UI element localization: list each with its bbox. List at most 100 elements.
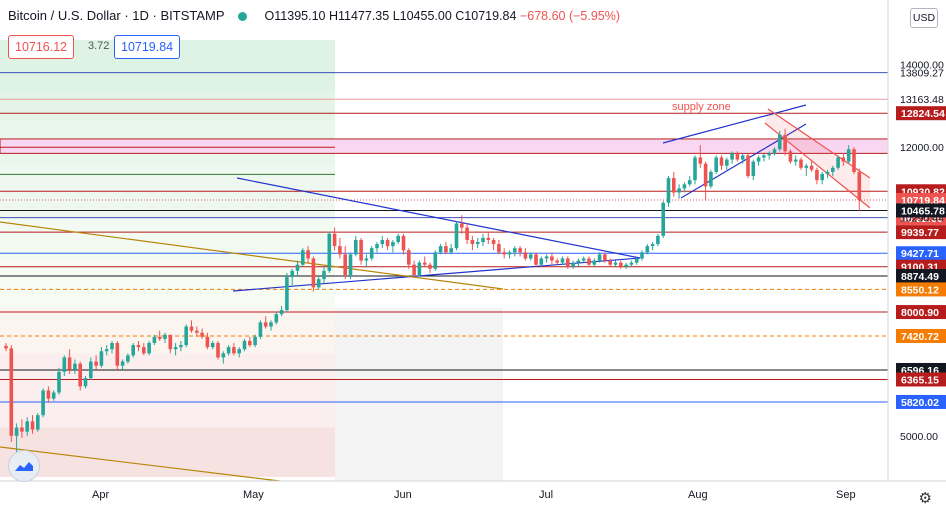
candle-body: [369, 248, 374, 259]
level-tag-label: 8874.49: [901, 271, 939, 283]
candle-body: [767, 153, 771, 156]
candle-body: [465, 227, 469, 240]
exchange-label: BITSTAMP: [160, 8, 225, 23]
separator-2: ·: [152, 8, 161, 23]
candle-body: [110, 343, 114, 350]
level-tag: [896, 305, 946, 320]
candle-body: [9, 348, 14, 436]
candle-body: [306, 250, 310, 259]
candle-body: [645, 246, 650, 253]
trend-line[interactable]: [764, 122, 871, 209]
candle-body: [25, 421, 29, 432]
candle-body: [666, 178, 671, 203]
candle-body: [396, 235, 400, 243]
candle-body: [343, 254, 347, 275]
level-tag: [896, 203, 946, 218]
chart-legend: Bitcoin / U.S. Dollar · 1D · BITSTAMP O1…: [8, 8, 620, 23]
candle-body: [534, 254, 538, 265]
candle-body: [444, 246, 448, 253]
level-tag-label: 8550.12: [901, 284, 939, 296]
candle-body: [528, 254, 533, 259]
candle-body: [454, 223, 459, 249]
candle-body: [78, 363, 82, 387]
y-tick-label: 12000.00: [900, 142, 944, 154]
candle-body: [205, 336, 210, 348]
level-tag-label: 12824.54: [901, 108, 945, 120]
candle-body: [131, 345, 135, 356]
candle-body: [89, 361, 93, 379]
level-tag: [896, 282, 946, 297]
candle-body: [316, 279, 321, 288]
candle-body: [380, 239, 385, 245]
candle-body: [836, 157, 840, 168]
gear-icon[interactable]: ⚙: [918, 490, 932, 507]
candle-body: [619, 262, 623, 267]
candle-body: [433, 252, 438, 269]
level-tag: [896, 225, 946, 240]
candle-body: [740, 155, 745, 160]
candle-body: [560, 258, 565, 263]
candle-body: [327, 233, 332, 271]
candle-body: [587, 258, 591, 265]
candle-body: [640, 252, 644, 259]
trend-line[interactable]: [0, 446, 281, 482]
candle-body: [751, 161, 756, 177]
candle-body: [815, 169, 819, 181]
candle-body: [778, 134, 782, 150]
candle-body: [481, 237, 485, 243]
high-value: H11477.35: [328, 9, 390, 23]
symbol-name[interactable]: Bitcoin / U.S. Dollar: [8, 8, 121, 23]
buy-button[interactable]: 10719.84: [114, 35, 181, 59]
candle-body: [375, 244, 379, 249]
candle-body: [852, 149, 856, 172]
candle-body: [566, 258, 570, 267]
candle-body: [799, 159, 803, 168]
trend-line[interactable]: [662, 104, 807, 144]
tradingview-cloud-icon[interactable]: [8, 450, 40, 482]
level-tag-label: 10465.78: [901, 205, 945, 217]
candle-body: [470, 239, 475, 245]
candle-body: [126, 355, 130, 362]
candle-body: [179, 345, 183, 348]
level-tag: [896, 372, 946, 387]
trend-line[interactable]: [0, 221, 504, 290]
candle-body: [311, 258, 316, 288]
fib-zone: [0, 219, 335, 261]
level-tag-label: 13809.27: [900, 68, 944, 80]
trend-line[interactable]: [236, 177, 641, 259]
candle-body: [295, 264, 300, 271]
level-tag-label: 10290.44: [900, 213, 944, 225]
candle-body: [274, 314, 279, 323]
candle-body: [576, 260, 581, 263]
candle-body: [221, 353, 226, 358]
candle-body: [677, 188, 681, 193]
candle-body: [650, 244, 655, 247]
x-tick-label: Jun: [394, 489, 412, 501]
x-tick-label: Sep: [836, 489, 856, 501]
candle-body: [14, 427, 19, 436]
y-tick-label: 14000.00: [900, 60, 944, 72]
candle-body: [550, 256, 554, 261]
supply-zone-band: [0, 138, 889, 154]
candle-body: [301, 250, 305, 265]
candle-body: [136, 345, 141, 348]
candle-body: [672, 178, 676, 193]
candle-body: [460, 223, 464, 228]
sell-button[interactable]: 10716.12: [8, 35, 75, 59]
candle-body: [290, 270, 294, 278]
candle-body: [242, 340, 247, 350]
candle-body: [735, 153, 740, 160]
candle-body: [232, 347, 236, 354]
candle-body: [756, 157, 761, 162]
level-tag-label: 8000.90: [901, 307, 939, 319]
candle-body: [613, 262, 618, 265]
candle-body: [210, 343, 215, 348]
currency-button[interactable]: USD: [910, 8, 938, 28]
candle-body: [83, 378, 88, 387]
candle-body: [157, 336, 162, 339]
interval-label[interactable]: 1D: [132, 8, 149, 23]
candle-body: [200, 332, 204, 337]
candle-body: [507, 252, 512, 255]
candle-body: [195, 330, 199, 333]
